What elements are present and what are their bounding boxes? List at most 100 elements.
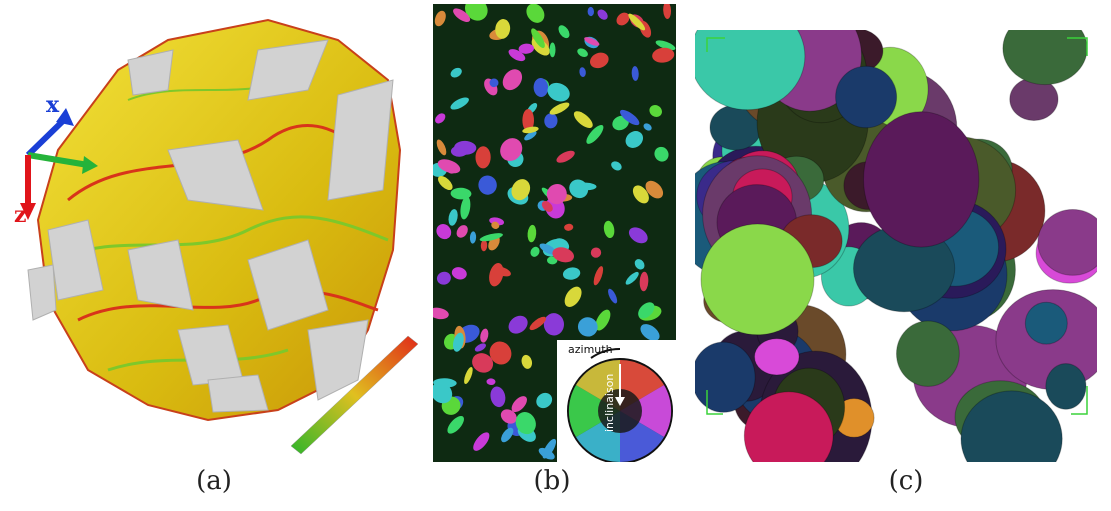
caption-c: (c) (888, 466, 924, 496)
grain (1024, 301, 1068, 345)
particle-blob (508, 49, 526, 62)
cut-faces (27, 39, 394, 413)
particle-blob (474, 343, 486, 352)
particle-blobs (433, 4, 676, 460)
particle-blob (544, 113, 558, 129)
particle-blob (450, 67, 462, 78)
particle-blob (590, 247, 602, 258)
grain (695, 30, 806, 111)
particle-blob (612, 115, 629, 131)
particle-blob (616, 12, 630, 26)
particle-blob (549, 102, 570, 115)
particle-blob (543, 313, 565, 336)
particle-blob (584, 37, 600, 46)
particle-blob (531, 28, 545, 49)
particle-blob (433, 307, 449, 320)
particle-blob (652, 47, 675, 63)
particle-blob (533, 78, 549, 97)
particle-blob (539, 243, 557, 255)
wheel-azimuth-label: azimuth (568, 343, 613, 356)
particle-blob (541, 200, 553, 212)
particle-blob (473, 432, 490, 451)
particle-blob (489, 341, 512, 365)
particle-blob (575, 182, 597, 191)
particle-blob (436, 224, 452, 240)
panel-b-particles: azimuth inclinaison (433, 4, 676, 462)
particle-blob (549, 42, 556, 58)
particle-blob (489, 263, 504, 287)
particle-blob (511, 179, 531, 201)
particle-blob (479, 233, 503, 242)
particle-blob (638, 302, 655, 319)
particle-blob (502, 69, 523, 91)
particle-blob (451, 267, 467, 280)
particle-blob (522, 109, 534, 132)
particle-blob (645, 180, 664, 199)
particle-blob (649, 105, 662, 117)
particle-blob (577, 48, 588, 58)
particle-blob (639, 271, 649, 292)
axis-z-label: z (14, 202, 27, 228)
particle-blob (472, 353, 494, 373)
particle-blob (464, 367, 473, 384)
caption-a: (a) (196, 466, 232, 496)
particle-blob (511, 396, 527, 413)
color-scale-bar (290, 335, 419, 455)
particle-blob (469, 231, 477, 244)
particle-blob (501, 427, 514, 443)
particle-blob (577, 317, 598, 337)
particle-blob (448, 209, 458, 226)
grain (960, 390, 1063, 462)
panel-a-3d-surface: x z (8, 0, 426, 460)
particle-blob (573, 111, 593, 128)
particle-blob (456, 225, 468, 238)
particle-blob (522, 126, 539, 134)
particle-blob (611, 161, 622, 171)
grain (754, 338, 800, 376)
particle-blob (480, 239, 488, 252)
particle-blob (546, 183, 567, 205)
particle-blob (603, 220, 615, 239)
particle-blob (527, 224, 537, 243)
particle-blob (450, 187, 472, 200)
particle-blob (595, 309, 611, 331)
particle-blob (495, 19, 511, 39)
particle-blob (447, 415, 464, 434)
grain (700, 223, 815, 336)
panel-c-render (695, 30, 1097, 462)
particle-blob (628, 227, 648, 244)
particle-blob (438, 176, 453, 190)
particle-blob (518, 43, 534, 54)
particle-blob (478, 175, 497, 195)
particle-blob (536, 392, 553, 409)
particle-blob (530, 246, 540, 257)
particle-blob (453, 332, 464, 352)
particle-blob (632, 185, 649, 204)
particle-blob (579, 67, 586, 77)
particle-blob (587, 6, 595, 17)
grain (896, 320, 960, 387)
axis-triad (20, 108, 98, 220)
particle-blob (608, 288, 618, 304)
grain (835, 65, 898, 129)
grain (743, 391, 834, 462)
orientation-color-wheel: azimuth inclinaison (557, 340, 676, 462)
particle-blob (547, 256, 558, 265)
particle-blob (597, 9, 608, 20)
particle-blob (558, 25, 570, 39)
particle-blob (552, 247, 574, 263)
panel-a-render (20, 18, 419, 455)
particle-blob (435, 113, 446, 124)
particle-blob (556, 150, 575, 163)
particle-blob (625, 271, 639, 285)
particle-blob (450, 145, 469, 157)
panel-b-orientation-map: azimuth inclinaison (433, 4, 676, 462)
particle-blob (564, 286, 582, 307)
particle-blob (620, 109, 640, 126)
particle-blob (524, 131, 537, 141)
particle-blob (436, 271, 451, 285)
particle-blob (593, 266, 604, 286)
particle-blob (643, 123, 652, 131)
particle-blob (562, 267, 581, 280)
particle-blob (542, 438, 557, 459)
